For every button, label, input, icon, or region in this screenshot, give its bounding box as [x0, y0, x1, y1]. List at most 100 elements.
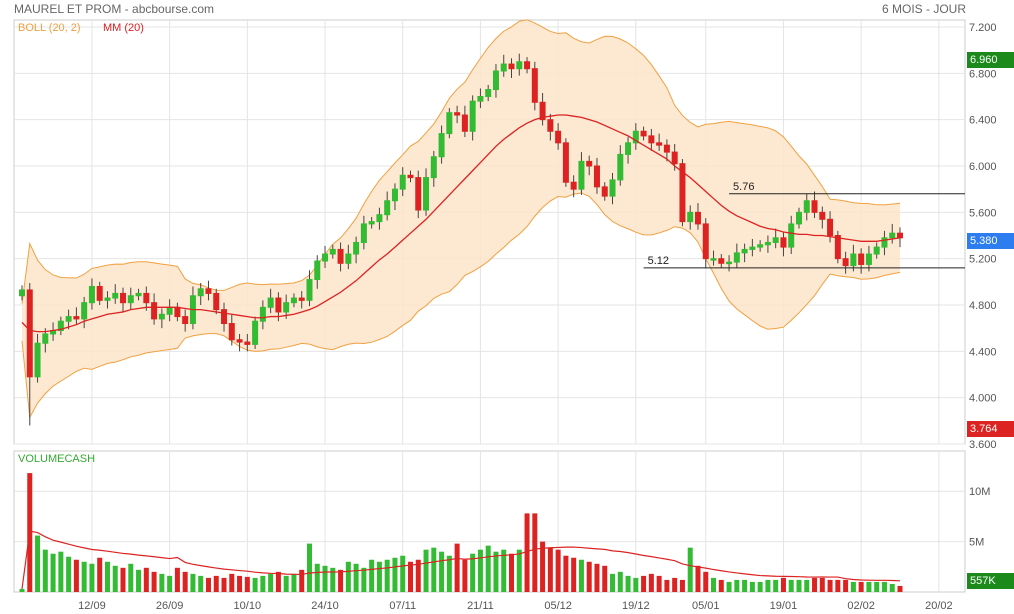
candle: [865, 253, 872, 265]
candle: [57, 320, 64, 331]
x-tick-label: 19/12: [622, 600, 650, 612]
volume-bar: [275, 571, 281, 592]
x-tick-label: 20/02: [925, 600, 953, 612]
candle: [306, 279, 313, 301]
volume-bar: [765, 579, 771, 592]
volume-bar: [66, 556, 72, 592]
volume-bar: [695, 565, 701, 592]
volume-bar: [384, 559, 390, 592]
volume-bar: [446, 555, 452, 592]
candle: [741, 248, 748, 254]
candle: [531, 68, 538, 103]
volume-bar: [314, 563, 320, 592]
volume-bar: [470, 553, 476, 592]
volume-bar: [742, 579, 748, 592]
candle: [850, 253, 857, 267]
candle: [267, 297, 274, 308]
candle: [65, 316, 72, 322]
candle: [671, 151, 678, 165]
volume-bar: [120, 567, 126, 592]
candle: [640, 130, 647, 137]
volume-bar: [73, 559, 79, 592]
candle: [81, 302, 88, 320]
volume-bar: [594, 563, 600, 592]
candle: [889, 232, 896, 239]
volume-bar: [58, 551, 64, 592]
candle: [290, 297, 297, 304]
candle: [96, 285, 103, 301]
price-tick-label: 5.600: [969, 207, 997, 219]
candle: [34, 342, 41, 378]
volume-bar: [827, 579, 833, 592]
volume-tick-label: 10M: [969, 486, 990, 498]
period-label: 6 MOIS - JOUR: [881, 2, 966, 16]
candle: [236, 339, 243, 343]
candle: [19, 289, 25, 297]
volume-bar: [159, 573, 165, 592]
volume-bar: [221, 577, 227, 592]
volume-bar: [858, 581, 864, 592]
candle: [570, 181, 577, 190]
candle: [283, 302, 290, 313]
volume-bar: [679, 579, 685, 592]
candle: [539, 101, 546, 121]
volume-bar: [376, 561, 382, 592]
bollinger-lower: [21, 192, 901, 420]
candle: [42, 333, 49, 344]
bollinger-band: [22, 19, 900, 418]
candle: [788, 223, 795, 248]
volume-bar: [734, 579, 740, 592]
candle: [112, 292, 119, 299]
price-tick-label: 4.400: [969, 346, 997, 358]
candle: [322, 253, 329, 262]
volume-bar: [788, 579, 794, 592]
volume-bar: [97, 557, 103, 592]
candle: [454, 112, 461, 116]
candle: [795, 211, 802, 225]
volume-bar: [454, 543, 460, 592]
volume-bar: [610, 573, 616, 592]
candle: [764, 241, 771, 246]
candle: [516, 61, 523, 70]
candle: [73, 316, 80, 320]
volume-bar: [244, 576, 250, 592]
candle: [500, 63, 507, 72]
volume-bar: [42, 549, 48, 592]
x-tick-label: 24/10: [311, 600, 339, 612]
volume-bar: [555, 549, 561, 592]
volume-bar: [874, 581, 880, 592]
candle: [617, 153, 624, 181]
volume-bar: [237, 575, 243, 592]
candle: [461, 114, 468, 132]
volume-bar: [306, 543, 312, 592]
candle: [337, 248, 344, 264]
candle: [702, 223, 709, 260]
volume-bar: [524, 513, 530, 592]
candle: [601, 186, 608, 197]
volume-bar: [260, 575, 266, 592]
volume-bar: [268, 573, 274, 592]
candle: [26, 289, 33, 378]
candle: [819, 211, 826, 220]
volume-bar: [174, 567, 180, 592]
volume-bar: [843, 579, 849, 592]
candle: [656, 142, 663, 146]
price-tick-label: 6.400: [969, 115, 997, 127]
volume-bar: [641, 575, 647, 592]
candle: [780, 237, 787, 248]
candle: [213, 292, 220, 311]
candle: [446, 112, 453, 135]
candle: [275, 297, 282, 313]
volume-bar: [571, 557, 577, 592]
candle: [345, 253, 352, 264]
candle: [259, 306, 266, 322]
volume-bar: [804, 579, 810, 592]
candle: [508, 63, 515, 70]
chart-title: MAUREL ET PROM - abcbourse.com: [14, 2, 215, 16]
volume-bar: [167, 575, 173, 592]
volume-bar: [726, 581, 732, 592]
candle: [749, 246, 756, 250]
volume-bar: [299, 569, 305, 592]
price-tick-label: 6.800: [969, 68, 997, 80]
volume-tick-label: 5M: [969, 537, 984, 549]
